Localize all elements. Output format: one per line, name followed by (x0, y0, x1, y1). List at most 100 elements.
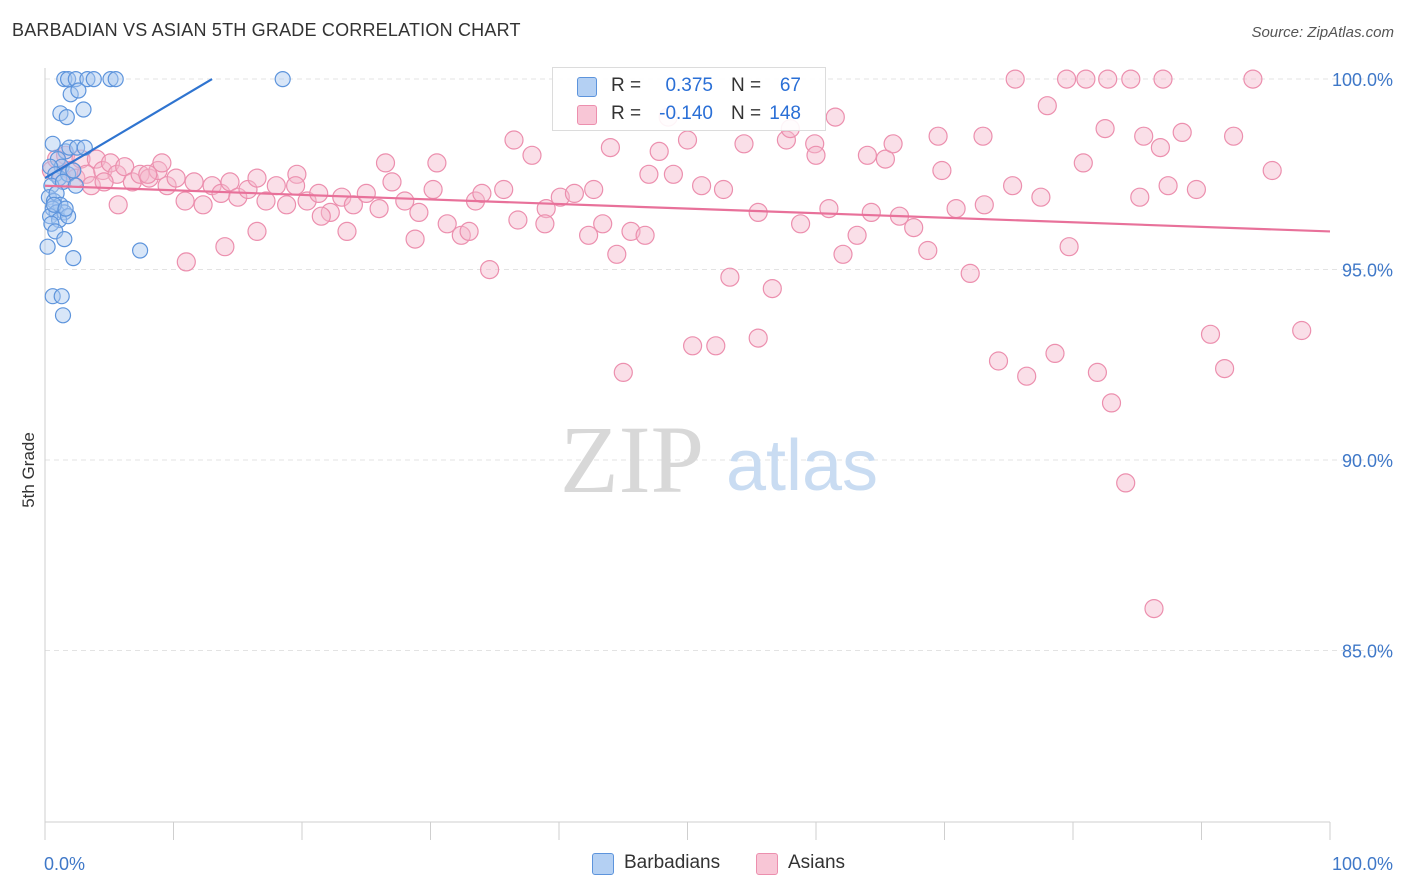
asians-point (356, 183, 376, 203)
barbadians-point (54, 307, 72, 324)
legend-label-barbadians: Barbadians (624, 852, 721, 873)
asians-point (94, 172, 114, 192)
asians-point (1087, 362, 1108, 382)
barbadians-point (58, 108, 75, 126)
y-axis-label: 5th Grade (19, 432, 38, 508)
asians-point (713, 179, 734, 200)
asians-point (266, 176, 286, 196)
asians-point (472, 183, 492, 203)
asians-point (825, 107, 845, 127)
asians-point (904, 218, 924, 238)
watermark-atlas: atlas (726, 426, 878, 506)
asians-point (1121, 69, 1141, 89)
legend-row-asians: R = -0.140 N = 148 (553, 100, 825, 128)
asians-point (918, 240, 938, 261)
asians-point (1130, 187, 1150, 207)
asians-point (247, 221, 267, 241)
y-tick-label: 85.0% (1342, 642, 1393, 662)
asians-point (1031, 187, 1051, 207)
barbadians-point (44, 135, 61, 152)
asians-point (790, 214, 811, 234)
grid-lines (45, 78, 1395, 652)
asians-point (480, 260, 500, 280)
legend-r-label: R = (611, 75, 642, 96)
asians-point (220, 172, 240, 192)
asians-point (247, 168, 267, 188)
asians-point (1292, 320, 1312, 341)
barbadians-point (43, 215, 60, 232)
asians-point (522, 145, 542, 165)
asians-point (437, 214, 457, 234)
asians-point (138, 164, 158, 184)
asians-point (382, 172, 402, 192)
legend-swatch-pink (756, 853, 778, 875)
barbadians-point (56, 231, 73, 248)
legend-r-label: R = (611, 103, 642, 124)
asians-point (508, 210, 528, 230)
asians-point (613, 362, 633, 382)
asians-point (1002, 176, 1023, 196)
legend-r-value: -0.140 (659, 103, 713, 124)
asians-point (1150, 138, 1171, 158)
asians-point (584, 179, 604, 200)
asians-point (988, 351, 1009, 371)
asians-point (1056, 69, 1077, 89)
asians-point (578, 225, 599, 245)
chart-title: BARBADIAN VS ASIAN 5TH GRADE CORRELATION… (12, 20, 521, 40)
asians-point (1172, 122, 1192, 142)
barbadians-point (79, 70, 96, 88)
asians-point (833, 244, 853, 264)
asians-point (550, 187, 570, 207)
asians-point (395, 191, 415, 211)
x-tick-label: 100.0% (1332, 854, 1393, 874)
asians-point (409, 202, 429, 222)
barbadians-point (75, 101, 92, 118)
asians-point (286, 176, 306, 196)
legend-row-barbadians: R = 0.375 N = 67 (553, 72, 825, 100)
asians-point (1158, 176, 1178, 196)
asians-point (459, 221, 479, 241)
asians-point (663, 164, 684, 184)
asians-point (762, 279, 782, 299)
asians-point (1186, 179, 1207, 200)
asians-point (369, 199, 389, 219)
asians-point (81, 176, 101, 196)
legend-n-label: N = (731, 75, 762, 96)
asians-point (427, 153, 447, 173)
asians-point (494, 179, 514, 200)
asians-point (405, 229, 425, 249)
barbadians-point (70, 82, 87, 99)
asians-point (973, 126, 993, 146)
asians-point (1037, 96, 1057, 116)
asians-point (193, 195, 213, 215)
asians-point (932, 160, 952, 181)
asians-point (215, 237, 235, 257)
asians-point (861, 202, 881, 222)
series-legend: Barbadians Asians (0, 851, 1406, 877)
barbadians-point (44, 288, 61, 305)
asians-point (375, 153, 396, 173)
asians-point (1098, 69, 1118, 89)
asians-point (337, 221, 357, 241)
y-tick-label: 100.0% (1332, 70, 1393, 90)
asians-point (115, 157, 135, 177)
y-tick-label: 95.0% (1342, 261, 1393, 281)
asians-point (847, 225, 867, 245)
asians-point (639, 164, 659, 184)
asians-point (1059, 237, 1079, 257)
asians-point (1045, 343, 1065, 363)
barbadians-point (39, 238, 56, 255)
source-label: Source: ZipAtlas.com (1251, 24, 1394, 41)
asians-point (1005, 69, 1025, 89)
barbadians-point (274, 70, 291, 88)
axes (44, 68, 1331, 840)
asians-point (1223, 126, 1244, 146)
legend-label-asians: Asians (788, 852, 846, 873)
asians-point (175, 191, 195, 211)
legend-n-value: 67 (779, 75, 801, 96)
asians-point (1243, 69, 1263, 89)
asians-point (1262, 160, 1282, 181)
asians-point (256, 191, 276, 211)
legend-swatch-blue (592, 853, 614, 875)
asians-point (1153, 69, 1173, 89)
